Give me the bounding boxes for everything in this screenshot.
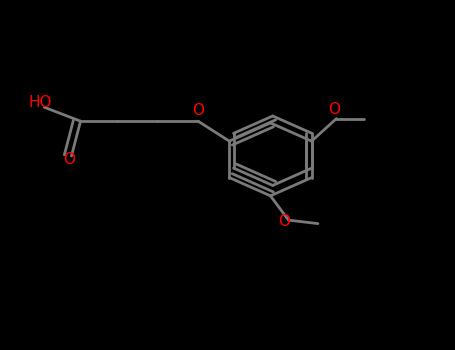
Text: O: O	[63, 152, 75, 167]
Text: HO: HO	[28, 94, 51, 110]
Text: O: O	[192, 103, 204, 118]
Text: O: O	[328, 103, 340, 117]
Text: O: O	[278, 214, 290, 229]
